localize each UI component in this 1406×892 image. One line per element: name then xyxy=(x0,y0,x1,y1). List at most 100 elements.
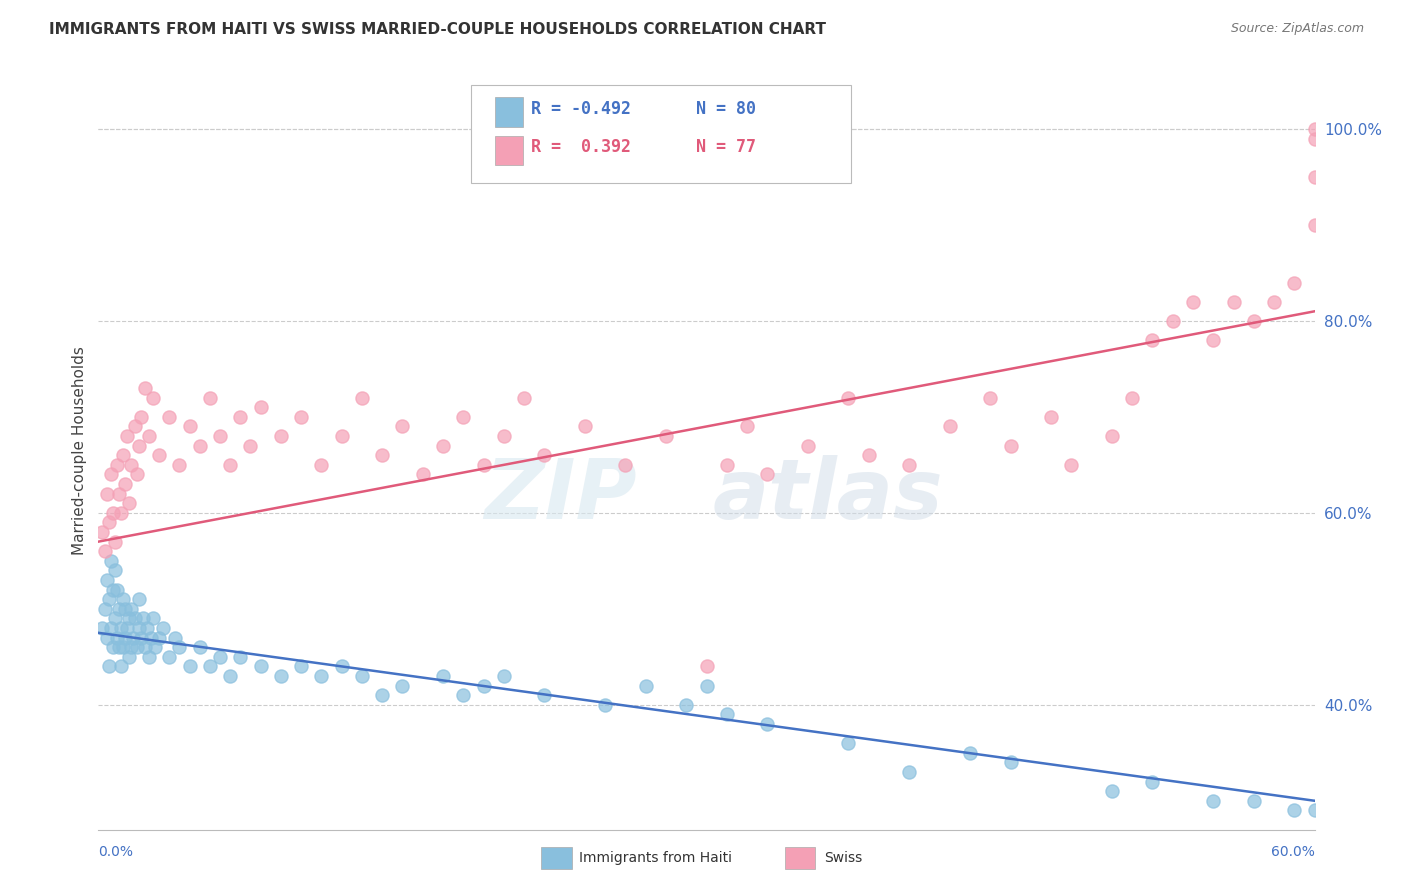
Point xyxy=(96,486,118,500)
Point xyxy=(350,391,373,405)
Point xyxy=(1142,333,1164,347)
Point xyxy=(735,419,758,434)
Point xyxy=(1101,429,1123,443)
Point xyxy=(165,631,187,645)
Point xyxy=(634,679,657,693)
Point xyxy=(696,679,718,693)
Point xyxy=(179,659,201,673)
Text: 0.0%: 0.0% xyxy=(98,845,134,859)
Point xyxy=(696,659,718,673)
Point xyxy=(756,467,779,482)
Text: R =  0.392: R = 0.392 xyxy=(531,138,631,156)
Point xyxy=(129,409,152,424)
Point xyxy=(128,439,150,453)
Point xyxy=(91,621,114,635)
Point xyxy=(105,582,128,597)
Point xyxy=(157,409,180,424)
Point xyxy=(1263,294,1285,309)
Point xyxy=(229,649,252,664)
Point xyxy=(574,419,596,434)
Point xyxy=(858,448,880,462)
Point xyxy=(1243,794,1265,808)
Point xyxy=(157,649,180,664)
Point xyxy=(148,631,170,645)
Point xyxy=(837,391,859,405)
Point xyxy=(533,448,555,462)
Point xyxy=(472,458,495,472)
Point xyxy=(110,659,132,673)
Text: IMMIGRANTS FROM HAITI VS SWISS MARRIED-COUPLE HOUSEHOLDS CORRELATION CHART: IMMIGRANTS FROM HAITI VS SWISS MARRIED-C… xyxy=(49,22,827,37)
Point xyxy=(142,391,165,405)
Point xyxy=(979,391,1001,405)
Point xyxy=(114,631,136,645)
Point xyxy=(120,602,142,616)
Point xyxy=(959,746,981,760)
Point xyxy=(1243,314,1265,328)
Point xyxy=(125,640,148,655)
Point xyxy=(330,429,353,443)
Point xyxy=(492,429,515,443)
Point xyxy=(169,458,191,472)
Point xyxy=(118,611,141,625)
Point xyxy=(134,640,156,655)
Point xyxy=(104,611,127,625)
Point xyxy=(716,458,738,472)
Point xyxy=(134,381,156,395)
Point xyxy=(1222,294,1244,309)
Point xyxy=(219,458,242,472)
Point xyxy=(533,688,555,702)
Text: Source: ZipAtlas.com: Source: ZipAtlas.com xyxy=(1230,22,1364,36)
Point xyxy=(110,506,132,520)
Point xyxy=(101,582,124,597)
Point xyxy=(93,602,115,616)
Y-axis label: Married-couple Households: Married-couple Households xyxy=(72,346,87,555)
Point xyxy=(114,602,136,616)
Point xyxy=(311,669,333,683)
Point xyxy=(209,649,232,664)
Point xyxy=(330,659,353,673)
Point xyxy=(898,458,921,472)
Point xyxy=(136,621,159,635)
Point xyxy=(120,458,142,472)
Point xyxy=(118,496,141,510)
Point xyxy=(110,621,132,635)
Point xyxy=(105,631,128,645)
Point xyxy=(1303,131,1326,145)
Point xyxy=(290,409,312,424)
Point xyxy=(371,448,394,462)
Point xyxy=(139,631,162,645)
Point xyxy=(188,640,211,655)
Point xyxy=(453,688,475,702)
Point xyxy=(249,659,271,673)
Point xyxy=(249,401,271,415)
Point xyxy=(593,698,616,712)
Text: 60.0%: 60.0% xyxy=(1271,845,1315,859)
Point xyxy=(100,554,122,568)
Point xyxy=(122,631,145,645)
Point xyxy=(111,448,134,462)
Point xyxy=(614,458,637,472)
Point xyxy=(1142,774,1164,789)
Point xyxy=(1202,794,1225,808)
Point xyxy=(290,659,312,673)
Text: N = 77: N = 77 xyxy=(696,138,756,156)
Point xyxy=(198,391,221,405)
Point xyxy=(432,669,454,683)
Point xyxy=(107,640,129,655)
Point xyxy=(128,621,150,635)
Text: Swiss: Swiss xyxy=(824,851,862,865)
Point xyxy=(91,524,114,539)
Point xyxy=(209,429,232,443)
Point xyxy=(124,611,146,625)
Point xyxy=(143,640,166,655)
Point xyxy=(115,621,138,635)
Point xyxy=(107,486,129,500)
Point xyxy=(97,659,120,673)
Point xyxy=(125,467,148,482)
Point xyxy=(655,429,678,443)
Point xyxy=(270,669,292,683)
Point xyxy=(391,679,413,693)
Point xyxy=(492,669,515,683)
Point xyxy=(128,592,150,607)
Point xyxy=(96,631,118,645)
